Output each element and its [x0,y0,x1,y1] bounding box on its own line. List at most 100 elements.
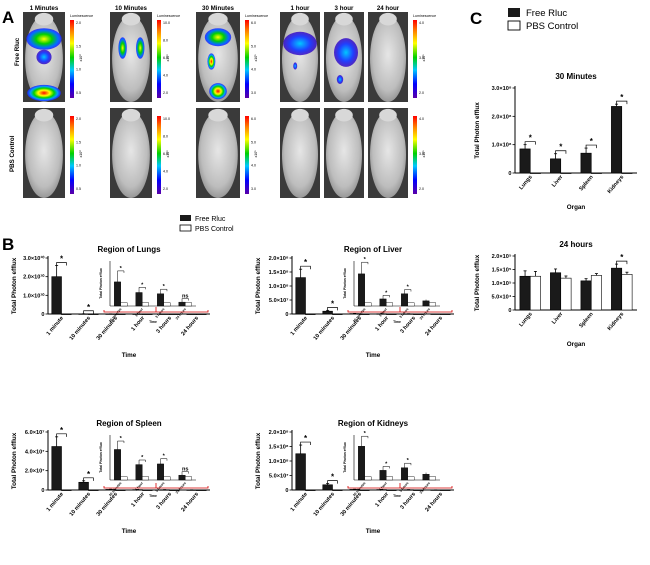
mouse-silhouette [198,111,238,198]
inset-y-label: Total Photon efflux [99,268,103,299]
y-axis-label: Total Photon efflux [11,257,18,314]
legend-b-pbs-label: PBS Control [195,226,234,233]
bar-pbs-2 [115,313,126,315]
colorbar-tick: 1.0 [76,164,81,168]
bar-free-1 [78,481,89,491]
legend-b-pbs-swatch [179,224,192,232]
sig-marker-1: * [87,470,91,479]
bar-pbs-0 [61,313,72,315]
chart-liver: Region of Liver 0 5.0×10⁷ 1.0×10⁸ 1.5×10⁸ 2.0… [255,245,454,359]
imaging-panel: Free Rluc PBS Control 1 Minutes Luminesce… [9,5,436,198]
sig-bracket-1 [327,480,338,484]
inset-sig-marker-2: * [407,285,410,291]
chart-title: Region of Lungs [97,245,161,254]
colorbar-4: Luminescence 4.0 3.0 2.0 x10⁵ [413,14,436,98]
bar-pbs-0 [305,313,316,315]
colorbar-3: 6.0 5.0 4.0 3.0 x10⁵ [245,116,258,194]
luminescence-signal-1 [204,28,232,47]
sig-bracket-0 [300,441,311,446]
inset-sig-marker-3: ns [182,294,189,300]
x-tick-label-0: 1 minute [46,315,65,336]
y-axis-label: Total Photon efflux [474,254,481,311]
y-axis-label: Total Photon efflux [255,432,262,489]
bar-free-3 [611,106,623,174]
inset-bar-free-3 [178,474,186,481]
bar-pbs-1 [332,313,343,315]
legend-c-free-swatch [508,8,520,17]
inset-sig-marker-1: * [141,282,144,288]
bar-pbs-1 [88,313,99,315]
inset-x-label: Time [149,494,157,498]
inset-sig-marker-0: * [364,257,367,263]
inset-y-label: Total Photon efflux [343,268,347,299]
y-tick-label: 0 [285,488,288,494]
colorbar-tick: 0.5 [76,187,81,191]
inset-sig-bracket-2 [404,289,412,292]
x-tick-label-0: Lungs [518,174,533,191]
imaging-frame-pbs-3: 6.0 5.0 4.0 3.0 x10⁵ [196,108,258,198]
inset-bar-free-1 [379,470,387,481]
inset-x-label: Time [393,320,401,324]
inset-sig-marker-2: * [163,284,166,290]
sig-bracket-0 [300,265,311,270]
colorbar-tick: 10.0 [163,21,170,25]
y-axis-label: Total Photon efflux [11,432,18,489]
inset-sig-bracket-1 [382,466,390,469]
colorbar-title: Luminescence [245,14,268,18]
inset-bar-pbs-2 [163,302,171,307]
colorbar-tick: 6.0 [163,56,168,60]
x-tick-label-5: 24 hours [424,491,444,513]
x-tick-label-1: Liver [551,174,565,189]
imaging-frame-pbs-6: 4.0 3.0 2.0 x10⁵ [368,108,426,198]
x-tick-label-3: 1 hour [374,491,390,509]
luminescence-signal-1 [26,28,62,50]
bar-pbs-0 [529,275,541,311]
x-tick-label-2: 30 minutes [340,491,363,517]
y-tick-label: 2.0×10⁷ [25,469,45,475]
colorbar-tick: 4.0 [251,68,256,72]
colorbar-tick: 5.0 [251,140,256,144]
colorbar-tick: 5.0 [251,44,256,48]
y-tick-label: 2.0×10⁸ [269,256,289,262]
y-tick-label: 3.0×10⁸ [492,86,512,92]
colorbar-tick: 4.0 [163,74,168,78]
y-tick-label: 0 [41,312,44,318]
inset-liver: Total Photon efflux*30 minutes*1 hour*3 … [343,257,440,324]
inset-bar-free-3 [178,301,186,307]
luminescence-signal-3 [209,83,227,100]
bar-pbs-2 [115,489,126,491]
bar-free-0 [51,276,62,315]
bar-pbs-3 [621,172,633,174]
colorbar-unit: x10⁵ [422,54,426,62]
imaging-frame-free-1: 1 Minutes Luminescence 2.0 1.5 1.0 0.5 x10⁸ [23,5,93,102]
bar-pbs-4 [169,489,180,491]
mouse-silhouette [112,15,150,102]
time-label-5: 3 hour [335,5,354,12]
colorbar-gradient [70,20,74,98]
mouse-silhouette [112,111,150,198]
x-tick-label-0: 1 minute [290,491,309,512]
bar-pbs-0 [305,489,316,491]
bar-free-2 [580,152,592,174]
colorbar-unit: x10⁵ [254,54,258,62]
colorbar-tick: 4.0 [251,164,256,168]
bar-free-3 [611,267,623,311]
colorbar-tick: 3.0 [419,56,424,60]
sig-marker-0: * [60,426,64,435]
y-axis-label: Total Photon efflux [474,102,481,159]
x-tick-label-0: 1 minute [290,315,309,336]
time-label-3: 30 Minutes [202,5,235,12]
x-tick-label-3: 1 hour [130,315,146,333]
zoom-bracket [103,307,209,313]
inset-x-tick-label-2: 3 hours [155,307,166,319]
x-tick-label-1: Liver [551,311,565,326]
y-tick-label: 1.5×10⁵ [492,268,512,274]
inset-bar-pbs-3 [185,302,192,307]
colorbar-tick: 4.0 [419,117,424,121]
luminescence-signal-1 [334,38,358,67]
legend-b-free-label: Free Rluc [195,216,226,223]
inset-bar-free-2 [401,467,408,481]
colorbar-gradient [413,20,417,98]
inset-sig-bracket-0 [361,261,369,265]
